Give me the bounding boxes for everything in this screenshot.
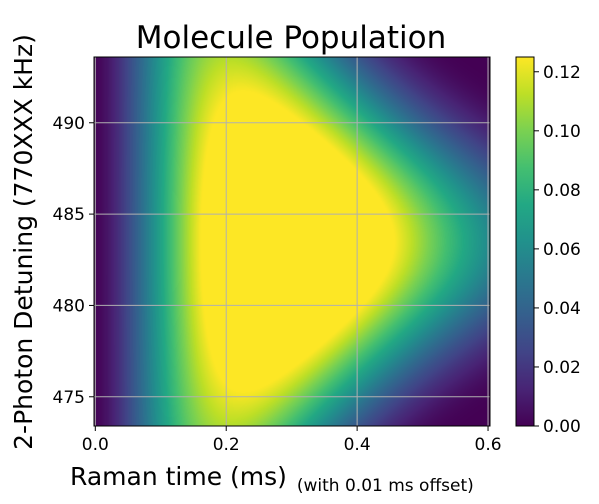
chart-title: Molecule Population	[136, 20, 447, 56]
x-tick-label: 0.2	[213, 435, 240, 455]
x-axis-label-suffix: (with 0.01 ms offset)	[297, 476, 474, 496]
colorbar: 0.00 0.02 0.04 0.06 0.08 0.10 0.12	[515, 56, 581, 437]
colorbar-tick-label: 0.02	[543, 358, 581, 378]
grid-lines	[94, 57, 490, 426]
y-tick-label: 480	[53, 296, 85, 316]
colorbar-tick-label: 0.08	[543, 181, 581, 201]
heatmap-image	[94, 57, 490, 426]
colorbar-ticks: 0.00 0.02 0.04 0.06 0.08 0.10 0.12	[534, 63, 581, 437]
y-axis: 475 480 485 490	[53, 114, 94, 408]
colorbar-tick-label: 0.06	[543, 240, 581, 260]
y-axis-label: 2-Photon Detuning (770XXX kHz)	[9, 34, 38, 450]
y-tick-label: 485	[53, 205, 85, 225]
plot-frame	[93, 56, 491, 427]
colorbar-tick-label: 0.00	[543, 417, 581, 437]
colorbar-gradient	[515, 56, 535, 427]
y-tick-label: 490	[53, 114, 85, 134]
colorbar-tick-label: 0.12	[543, 63, 581, 83]
colorbar-tick-label: 0.04	[543, 299, 581, 319]
x-tick-label: 0.0	[82, 435, 109, 455]
y-tick-label: 475	[53, 388, 85, 408]
x-tick-label: 0.4	[344, 435, 371, 455]
x-axis-label: Raman time (ms) (with 0.01 ms offset)	[70, 462, 474, 496]
plot-area	[93, 56, 491, 427]
x-axis-label-main: Raman time (ms)	[70, 462, 287, 491]
x-tick-label: 0.6	[475, 435, 502, 455]
colorbar-tick-label: 0.10	[543, 122, 581, 142]
x-axis: 0.0 0.2 0.4 0.6	[82, 426, 502, 455]
